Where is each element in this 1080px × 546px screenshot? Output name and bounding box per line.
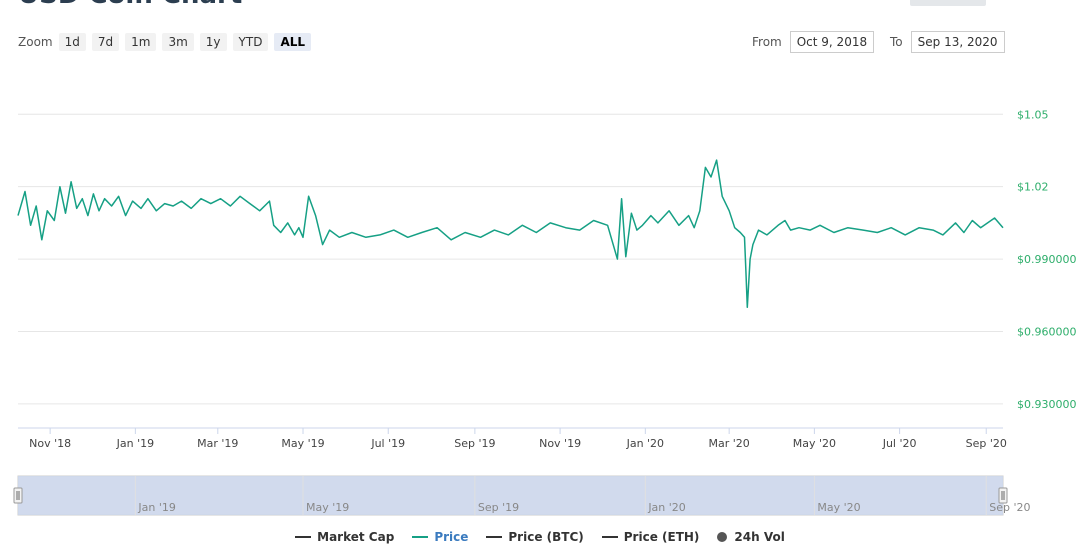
legend-price-btc-label: Price (BTC) bbox=[508, 530, 584, 544]
x-tick-label: Jan '19 bbox=[116, 437, 154, 450]
y-axis-labels: $0.930000 $0.960000 $0.990000 $1.02 $1.05 bbox=[1017, 108, 1077, 411]
x-tick-label: Jul '19 bbox=[370, 437, 405, 450]
x-tick-label: Mar '20 bbox=[709, 437, 750, 450]
x-tick-label: Mar '19 bbox=[197, 437, 238, 450]
zoom-bar: Zoom 1d 7d 1m 3m 1y YTD ALL bbox=[18, 32, 317, 52]
legend-line-icon bbox=[486, 536, 503, 538]
navigator-label: Sep '20 bbox=[989, 501, 1030, 514]
x-tick-label: Sep '20 bbox=[966, 437, 1007, 450]
legend-price-eth-label: Price (ETH) bbox=[623, 530, 700, 544]
legend-price-eth[interactable]: Price (ETH) bbox=[601, 530, 700, 544]
zoom-1y-button[interactable]: 1y bbox=[199, 33, 227, 51]
navigator-labels: Jan '19 May '19 Sep '19 Jan '20 May '20 Sep '… bbox=[134, 476, 1030, 515]
zoom-7d-button[interactable]: 7d bbox=[91, 33, 120, 51]
navigator-handle-right[interactable] bbox=[998, 487, 1008, 504]
zoom-1d-button[interactable]: 1d bbox=[58, 33, 86, 51]
zoom-1m-button[interactable]: 1m bbox=[125, 33, 157, 51]
legend-line-icon bbox=[601, 536, 618, 538]
from-date-input[interactable]: Oct 9, 2018 bbox=[789, 31, 875, 53]
zoom-3m-button[interactable]: 3m bbox=[162, 33, 194, 51]
legend-line-icon bbox=[412, 536, 429, 538]
x-tick-label: Jan '20 bbox=[626, 437, 664, 450]
y-tick-label: $0.990000 bbox=[1017, 253, 1077, 266]
navigator-label: May '20 bbox=[817, 501, 860, 514]
legend-price[interactable]: Price bbox=[412, 530, 468, 544]
navigator-label: Jan '20 bbox=[647, 501, 685, 514]
zoom-label: Zoom bbox=[18, 35, 53, 49]
legend-line-icon bbox=[295, 536, 312, 538]
chart-legend: Market Cap Price Price (BTC) Price (ETH)… bbox=[0, 528, 1080, 546]
zoom-all-button[interactable]: ALL bbox=[274, 33, 312, 51]
y-tick-label: $1.02 bbox=[1017, 181, 1049, 194]
y-tick-label: $1.05 bbox=[1017, 108, 1049, 121]
legend-price-btc[interactable]: Price (BTC) bbox=[486, 530, 584, 544]
x-tick-label: May '20 bbox=[793, 437, 836, 450]
legend-market-cap-label: Market Cap bbox=[317, 530, 395, 544]
navigator-window[interactable] bbox=[18, 476, 1003, 515]
navigator-handle-left[interactable] bbox=[13, 487, 23, 504]
x-tick-label: May '19 bbox=[281, 437, 324, 450]
navigator-label: Jan '19 bbox=[137, 501, 175, 514]
page-title: USD Coin Chart bbox=[18, 0, 242, 10]
navigator-label: Sep '19 bbox=[478, 501, 519, 514]
x-tick-label: Nov '19 bbox=[539, 437, 581, 450]
legend-market-cap[interactable]: Market Cap bbox=[295, 530, 394, 544]
to-date-input[interactable]: Sep 13, 2020 bbox=[910, 31, 1005, 53]
navigator[interactable]: Jan '19 May '19 Sep '19 Jan '20 May '20 Sep '… bbox=[13, 475, 1030, 516]
y-tick-label: $0.930000 bbox=[1017, 398, 1077, 411]
date-range-from: From Oct 9, 2018 bbox=[752, 31, 875, 53]
navigator-label: May '19 bbox=[306, 501, 349, 514]
x-tick-label: Sep '19 bbox=[454, 437, 495, 450]
y-tick-label: $0.960000 bbox=[1017, 325, 1077, 338]
x-tick-label: Nov '18 bbox=[29, 437, 71, 450]
grid-layer bbox=[18, 113, 1003, 405]
legend-24h-vol-label: 24h Vol bbox=[734, 530, 785, 544]
legend-dot-icon bbox=[717, 532, 728, 542]
navigator-grip-icon bbox=[998, 487, 1008, 504]
legend-price-label: Price bbox=[434, 530, 469, 544]
price-line bbox=[17, 159, 1004, 309]
x-axis: Nov '18 Jan '19 Mar '19 May '19 Jul '19 Sep '… bbox=[18, 427, 1007, 450]
view-tab[interactable] bbox=[910, 0, 986, 6]
zoom-ytd-button[interactable]: YTD bbox=[232, 33, 269, 51]
from-label: From bbox=[752, 35, 782, 49]
legend-24h-vol[interactable]: 24h Vol bbox=[717, 530, 785, 544]
x-tick-label: Jul '20 bbox=[882, 437, 917, 450]
navigator-grip-icon bbox=[13, 487, 23, 504]
to-label: To bbox=[890, 35, 903, 49]
date-range-to: To Sep 13, 2020 bbox=[890, 31, 1005, 53]
